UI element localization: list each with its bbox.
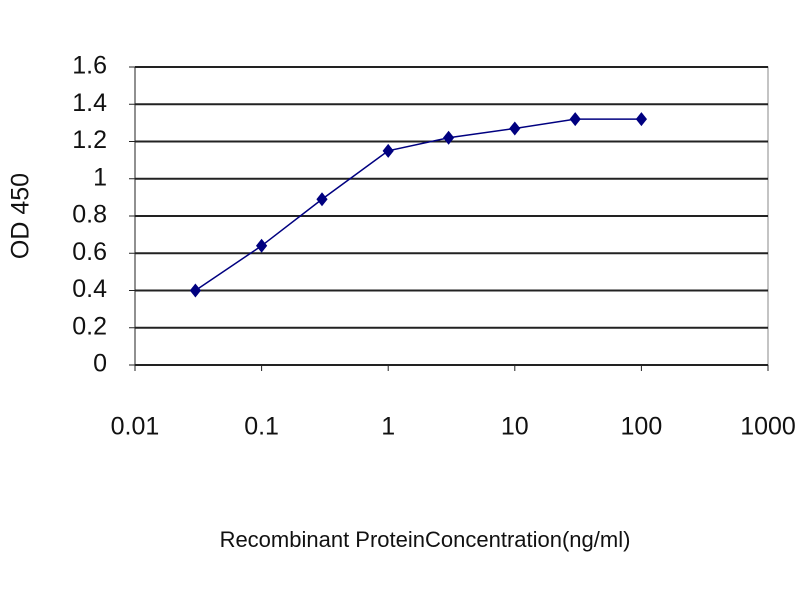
y-tick-label: 1.4 bbox=[72, 89, 107, 117]
y-tick-label: 0 bbox=[93, 350, 107, 378]
y-tick-label: 0.8 bbox=[72, 201, 107, 229]
data-point bbox=[256, 238, 268, 253]
y-tick-label: 1 bbox=[93, 163, 107, 191]
y-tick-label: 1.2 bbox=[72, 126, 107, 154]
data-point bbox=[509, 121, 521, 136]
data-point bbox=[382, 143, 394, 158]
y-axis-label: OD 450 bbox=[7, 173, 35, 259]
x-tick-label: 10 bbox=[501, 413, 529, 441]
x-axis-label: Recombinant ProteinConcentration(ng/ml) bbox=[220, 527, 631, 552]
x-tick-label: 1 bbox=[381, 413, 395, 441]
y-tick-label: 0.6 bbox=[72, 238, 107, 266]
data-point bbox=[635, 112, 647, 127]
data-point bbox=[569, 112, 581, 127]
data-line bbox=[194, 118, 642, 292]
x-tick-label: 0.01 bbox=[111, 413, 160, 441]
y-tick-label: 1.6 bbox=[72, 52, 107, 80]
x-tick-label: 1000 bbox=[740, 413, 796, 441]
y-tick-label: 0.4 bbox=[72, 275, 107, 303]
x-tick-label: 0.1 bbox=[244, 413, 279, 441]
data-point bbox=[316, 192, 328, 207]
data-point bbox=[189, 283, 202, 298]
data-point bbox=[443, 130, 455, 145]
y-tick-label: 0.2 bbox=[72, 312, 107, 340]
x-tick-label: 100 bbox=[621, 413, 663, 441]
